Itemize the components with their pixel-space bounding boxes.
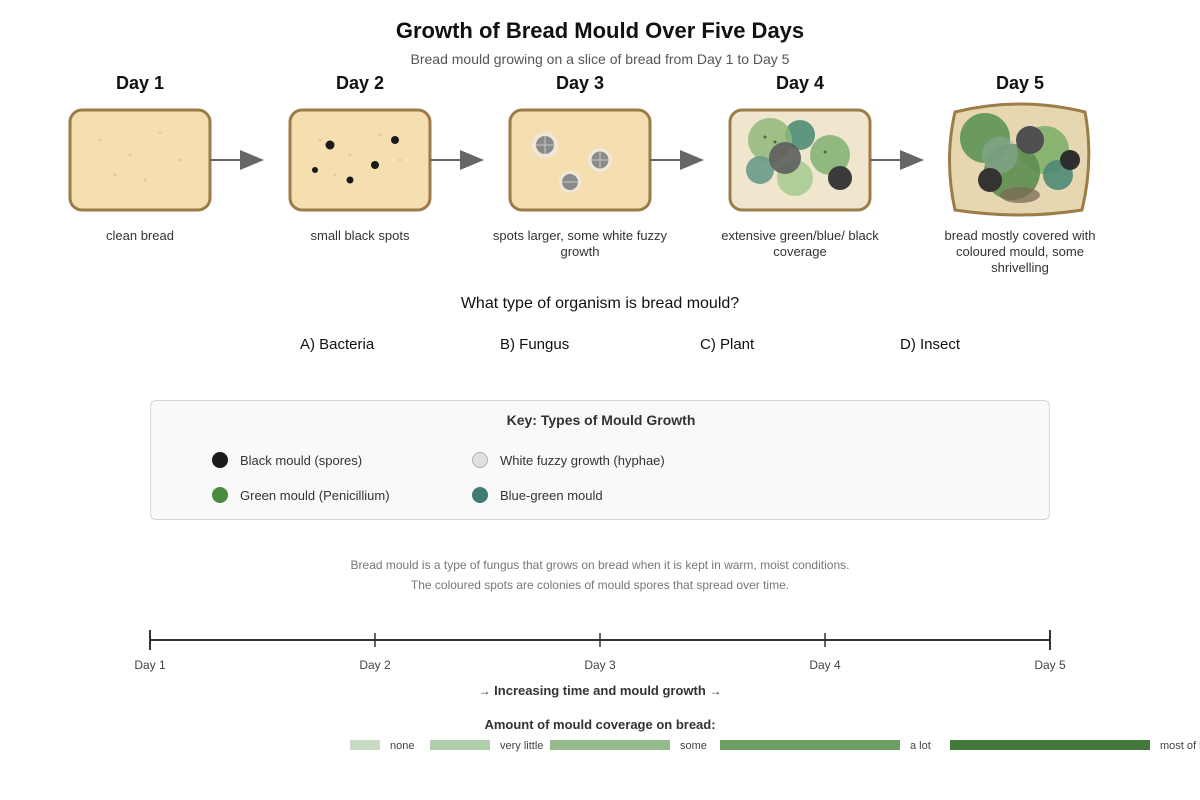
question-text: What type of organism is bread mould? [460,295,740,312]
diagram-subtitle: Bread mould growing on a slice of bread … [410,51,790,67]
arrow-right-icon: → [478,684,491,698]
key-label-blue-green: Blue-green mould [500,488,603,503]
black-spot [391,136,399,144]
coverage-title: Amount of mould coverage on bread: [484,717,716,732]
coverage-bar-most [950,740,1150,750]
day-4-caption: extensive green/blue/ black coverage [721,228,879,259]
black-spot [371,161,379,169]
key-title: Key: Types of Mould Growth [506,412,696,428]
option-b[interactable]: B) Fungus [500,336,570,353]
coverage-bar-a-lot [720,740,900,750]
coverage-label-very-little: very little [500,740,544,752]
black-spot [312,167,318,173]
time-arrow-caption: → Increasing time and mould growth → [0,683,1200,698]
bread-slice-day-4 [728,108,872,212]
bread-sequence [68,102,1091,217]
option-a[interactable]: A) Bacteria [300,336,375,353]
bread-slice-day-2 [288,108,432,212]
key-label-green-mould: Green mould (Penicillium) [240,488,390,503]
key-panel: Key: Types of Mould Growth Black mould (… [150,400,1050,520]
day-5-label: Day 5 [995,73,1045,93]
blue-green-swatch [472,487,488,503]
day-3-label: Day 3 [555,73,605,93]
day-3-caption: spots larger, some white fuzzy growth [492,228,668,259]
black-mould-swatch [212,452,228,468]
coverage-label-a-lot: a lot [910,740,931,752]
day-2-label: Day 2 [335,73,385,93]
coverage-label-none: none [390,740,415,752]
timeline-label-day-4: Day 4 [809,658,841,672]
coverage-bar-some [550,740,670,750]
day-4-label: Day 4 [775,73,825,93]
coverage-bar-very-little [430,740,490,750]
black-spot [346,176,354,184]
day-1-label: Day 1 [115,73,165,93]
timeline-label-day-5: Day 5 [1034,658,1066,672]
day-5-caption: bread mostly covered with coloured mould… [944,228,1096,275]
black-spot [325,140,335,150]
time-arrow-text: Increasing time and mould growth [494,683,706,698]
timeline-label-day-1: Day 1 [134,658,166,672]
note-line-2: The coloured spots are colonies of mould… [410,578,790,592]
bread-slice-day-3 [508,108,652,212]
coverage-label-most: most of bread [1160,740,1200,752]
option-c[interactable]: C) Plant [700,336,755,353]
option-d[interactable]: D) Insect [900,336,961,353]
timeline-label-day-2: Day 2 [359,658,391,672]
timeline-axis [149,630,1051,650]
timeline-label-day-3: Day 3 [584,658,616,672]
key-label-black-mould: Black mould (spores) [240,453,363,468]
day-1-caption: clean bread [106,228,174,243]
coverage-bar-none [350,740,380,750]
white-fuzzy-swatch [472,452,488,468]
coverage-label-some: some [680,740,707,752]
day-2-caption: small black spots [310,228,410,243]
note-line-1: Bread mould is a type of fungus that gro… [350,558,850,572]
diagram-title: Growth of Bread Mould Over Five Days [395,18,805,43]
bread-slice-day-5 [948,102,1091,217]
green-mould-swatch [212,487,228,503]
arrow-right-icon: → [709,684,722,698]
bread-slice-day-1 [68,108,212,212]
key-label-white-fuzzy: White fuzzy growth (hyphae) [500,453,665,468]
